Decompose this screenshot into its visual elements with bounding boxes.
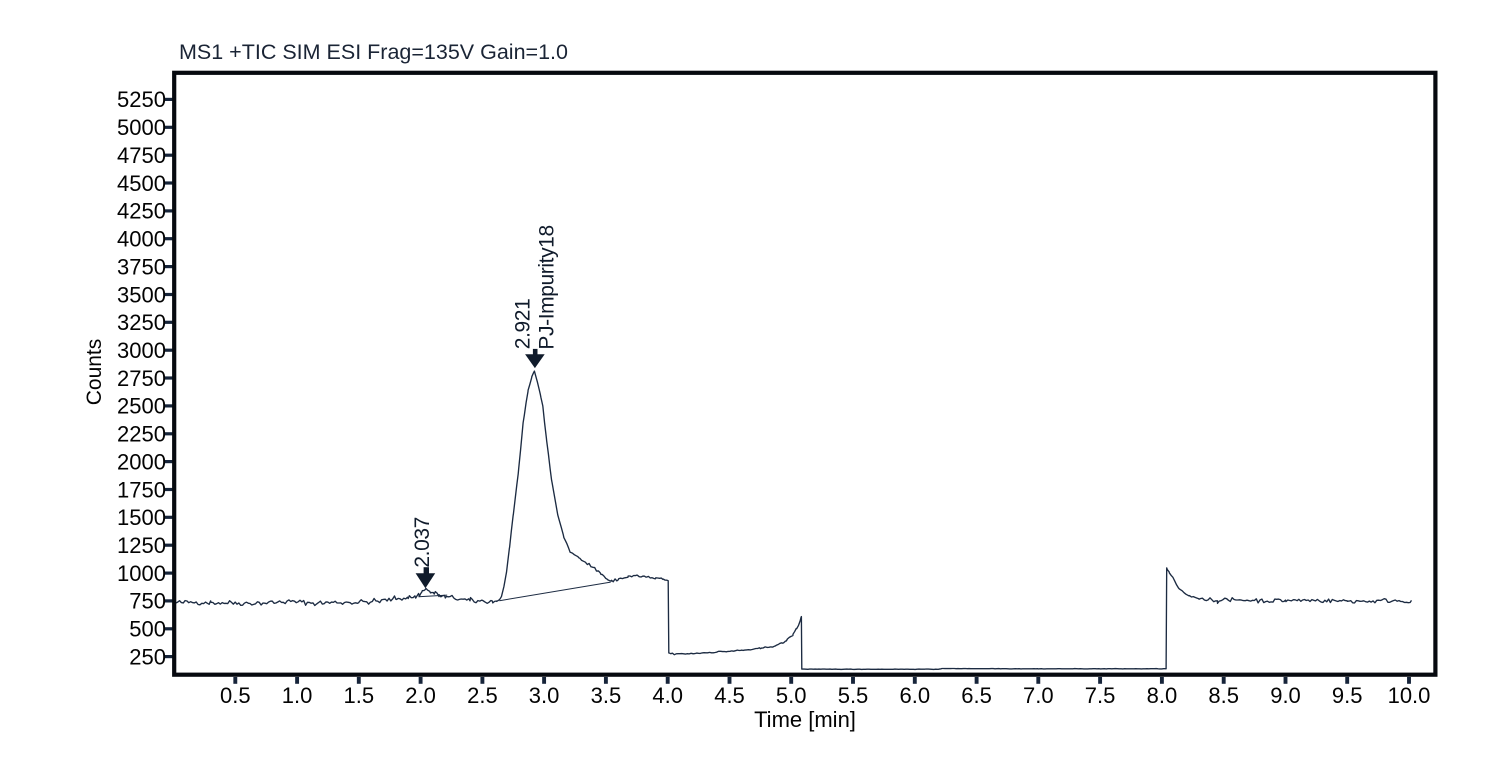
svg-text:2250: 2250 xyxy=(117,422,166,447)
svg-text:1.0: 1.0 xyxy=(282,683,313,708)
svg-text:1250: 1250 xyxy=(117,533,166,558)
svg-text:3500: 3500 xyxy=(117,282,166,307)
svg-text:1500: 1500 xyxy=(117,505,166,530)
svg-text:7.5: 7.5 xyxy=(1085,683,1116,708)
svg-text:6.5: 6.5 xyxy=(961,683,992,708)
svg-text:5.5: 5.5 xyxy=(838,683,869,708)
svg-text:4.0: 4.0 xyxy=(652,683,683,708)
svg-text:0.5: 0.5 xyxy=(220,683,251,708)
svg-text:PJ-Impurity18: PJ-Impurity18 xyxy=(535,225,558,349)
svg-text:10.0: 10.0 xyxy=(1388,683,1431,708)
svg-text:3000: 3000 xyxy=(117,338,166,363)
svg-text:7.0: 7.0 xyxy=(1023,683,1054,708)
svg-text:3.0: 3.0 xyxy=(529,683,560,708)
svg-text:2000: 2000 xyxy=(117,449,166,474)
svg-text:2500: 2500 xyxy=(117,394,166,419)
svg-text:8.5: 8.5 xyxy=(1208,683,1239,708)
svg-text:4500: 4500 xyxy=(117,171,166,196)
svg-text:4250: 4250 xyxy=(117,199,166,224)
svg-text:4.5: 4.5 xyxy=(714,683,745,708)
svg-text:500: 500 xyxy=(129,617,166,642)
svg-text:8.0: 8.0 xyxy=(1147,683,1178,708)
svg-text:Counts: Counts xyxy=(83,339,106,406)
svg-text:MS1 +TIC SIM ESI Frag=135V Gai: MS1 +TIC SIM ESI Frag=135V Gain=1.0 xyxy=(179,40,568,64)
svg-text:4000: 4000 xyxy=(117,227,166,252)
svg-text:2.037: 2.037 xyxy=(411,517,434,568)
svg-text:6.0: 6.0 xyxy=(900,683,931,708)
svg-text:1750: 1750 xyxy=(117,477,166,502)
svg-text:750: 750 xyxy=(129,589,166,614)
svg-text:5000: 5000 xyxy=(117,115,166,140)
svg-text:Time [min]: Time [min] xyxy=(754,707,856,732)
svg-text:2.921: 2.921 xyxy=(512,299,535,350)
svg-text:2.5: 2.5 xyxy=(467,683,498,708)
svg-text:5250: 5250 xyxy=(117,87,166,112)
svg-text:9.0: 9.0 xyxy=(1270,683,1301,708)
svg-text:1000: 1000 xyxy=(117,561,166,586)
svg-text:3750: 3750 xyxy=(117,254,166,279)
svg-text:5.0: 5.0 xyxy=(776,683,807,708)
svg-text:2750: 2750 xyxy=(117,366,166,391)
svg-text:4750: 4750 xyxy=(117,143,166,168)
svg-text:250: 250 xyxy=(129,644,166,669)
svg-text:1.5: 1.5 xyxy=(344,683,375,708)
svg-text:3250: 3250 xyxy=(117,310,166,335)
svg-text:3.5: 3.5 xyxy=(591,683,622,708)
svg-text:2.0: 2.0 xyxy=(405,683,436,708)
svg-text:9.5: 9.5 xyxy=(1332,683,1363,708)
